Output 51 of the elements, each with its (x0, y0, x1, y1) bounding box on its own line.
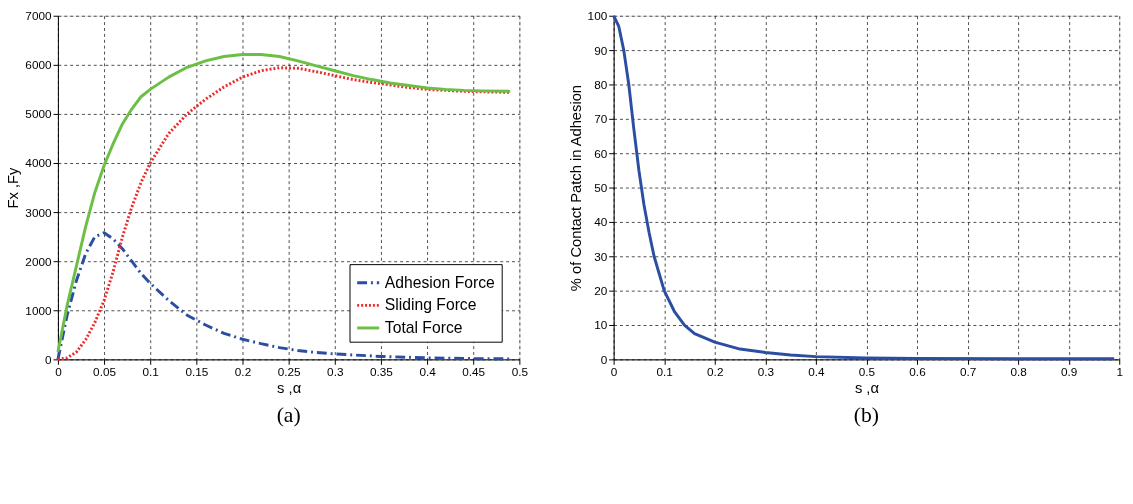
x-axis-title: s ,α (277, 380, 302, 397)
x-tick-label: 0.4 (808, 364, 825, 378)
y-tick-label: 30 (594, 249, 608, 263)
legend-label: Total Force (384, 318, 463, 336)
y-tick-label: 80 (594, 77, 608, 91)
x-tick-label: 0.1 (656, 364, 673, 378)
x-tick-label: 0.3 (327, 364, 344, 378)
x-tick-label: 0.45 (462, 364, 486, 378)
x-tick-label: 0.1 (142, 364, 159, 378)
x-tick-label: 0.25 (277, 364, 302, 378)
y-tick-label: 20 (594, 284, 608, 298)
y-tick-label: 2000 (25, 254, 52, 268)
x-tick-label: 0.9 (1061, 364, 1078, 378)
y-tick-label: 70 (594, 112, 608, 126)
x-tick-label: 0.05 (93, 364, 117, 378)
y-tick-label: 3000 (25, 205, 52, 219)
text: (a) (276, 403, 301, 428)
x-tick-label: 0.2 (707, 364, 724, 378)
y-tick-label: 60 (594, 146, 608, 160)
y-tick-label: 40 (594, 215, 608, 229)
y-tick-label: 100 (587, 9, 608, 23)
x-tick-label: 0.2 (234, 364, 252, 378)
text: (b) (853, 403, 880, 428)
x-tick-label: 0.7 (959, 364, 977, 378)
x-tick-label: 0 (55, 364, 63, 378)
y-axis-title: Fx ,Fy (5, 166, 22, 209)
legend-label: Sliding Force (384, 296, 477, 314)
x-tick-label: 0.8 (1010, 364, 1028, 378)
x-axis-title: s ,α (854, 380, 880, 397)
x-tick-label: 1 (1116, 364, 1124, 378)
y-tick-label: 0 (45, 352, 52, 366)
x-tick-label: 0.15 (185, 364, 209, 378)
x-tick-label: 0.3 (757, 364, 775, 378)
x-tick-label: 0.6 (909, 364, 927, 378)
y-tick-label: 7000 (25, 9, 52, 23)
y-tick-label: 10 (594, 318, 608, 332)
x-tick-label: 0.4 (419, 364, 437, 378)
line-series (56, 231, 512, 361)
x-tick-label: 0.5 (858, 364, 876, 378)
y-tick-label: 6000 (25, 58, 52, 72)
x-tick-label: 0.35 (369, 364, 394, 378)
y-axis-title: % of Contact Patch in Adhesion (567, 84, 584, 292)
y-tick-label: 50 (594, 180, 608, 194)
y-tick-label: 4000 (25, 156, 52, 170)
y-tick-label: 5000 (25, 107, 52, 121)
x-tick-label: 0 (610, 364, 618, 378)
x-tick-label: 0.5 (511, 364, 529, 378)
y-tick-label: 1000 (25, 303, 52, 317)
y-tick-label: 0 (600, 352, 608, 366)
y-tick-label: 90 (594, 43, 608, 57)
legend-label: Adhesion Force (384, 273, 496, 291)
